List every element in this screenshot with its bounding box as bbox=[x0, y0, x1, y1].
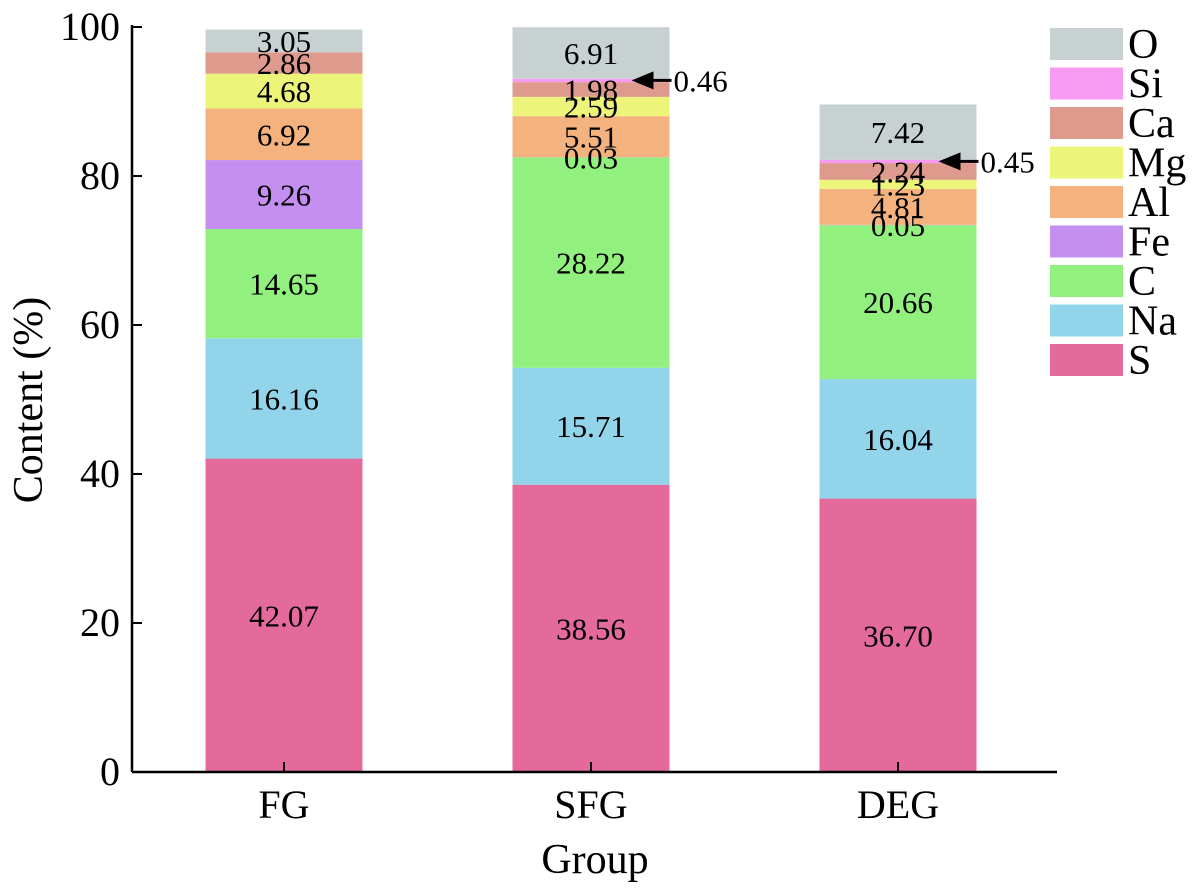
data-label-fg-ca: 2.86 bbox=[257, 46, 311, 81]
bar-segment-sfg-o bbox=[512, 27, 670, 79]
y-tick-label-40: 40 bbox=[80, 451, 120, 496]
annotation-arrow-head-sfg bbox=[631, 71, 654, 90]
legend-swatch-mg bbox=[1050, 146, 1123, 179]
legend-swatch-fe bbox=[1050, 225, 1123, 258]
legend-label-na: Na bbox=[1128, 299, 1177, 345]
data-label-sfg-na: 15.71 bbox=[556, 409, 626, 444]
bar-segment-sfg-mg bbox=[512, 96, 670, 117]
bar-segment-sfg-al bbox=[512, 116, 670, 158]
y-tick-label-20: 20 bbox=[80, 600, 120, 645]
bar-segment-deg-ca bbox=[819, 163, 977, 180]
annotation-label-deg: 0.45 bbox=[981, 144, 1035, 179]
bar-segment-deg-o bbox=[819, 104, 977, 160]
bar-segment-fg-na bbox=[205, 338, 363, 459]
annotations-layer: 0.46 0.45 bbox=[631, 63, 1035, 179]
bar-segment-deg-c bbox=[819, 225, 977, 380]
data-label-fg-mg: 4.68 bbox=[257, 74, 311, 109]
data-label-fg-c: 14.65 bbox=[249, 267, 319, 302]
data-label-deg-fe: 0.05 bbox=[871, 208, 925, 243]
bar-segment-deg-al bbox=[819, 188, 977, 225]
bar-segment-sfg-s bbox=[512, 484, 670, 772]
data-label-sfg-c: 28.22 bbox=[556, 246, 626, 281]
legend-label-al: Al bbox=[1128, 180, 1170, 226]
annotation-arrow-head-deg bbox=[938, 152, 961, 171]
data-labels-layer: 42.07 16.16 14.65 9.26 6.92 4.682.863.05 38.56… bbox=[249, 24, 933, 653]
data-label-sfg-al: 5.51 bbox=[564, 120, 618, 155]
legend-label-si: Si bbox=[1128, 62, 1163, 108]
legend-swatch-o bbox=[1050, 28, 1123, 60]
legend-label-mg: Mg bbox=[1128, 141, 1186, 187]
data-label-deg-al: 4.81 bbox=[871, 190, 925, 225]
data-label-deg-na: 16.04 bbox=[863, 422, 933, 457]
data-label-sfg-s: 38.56 bbox=[556, 611, 626, 646]
bar-segment-fg-ca bbox=[205, 52, 363, 74]
data-label-fg-s: 42.07 bbox=[249, 598, 319, 633]
legend-label-s: S bbox=[1128, 338, 1151, 384]
data-label-fg-o: 3.05 bbox=[257, 24, 311, 59]
bar-segment-deg-si bbox=[819, 159, 977, 164]
bar-segment-fg-s bbox=[205, 458, 363, 772]
x-axis-title: Group bbox=[541, 837, 648, 883]
bar-segment-deg-na bbox=[819, 379, 977, 499]
legend-swatch-s bbox=[1050, 344, 1123, 376]
bar-segment-fg-al bbox=[205, 108, 363, 161]
data-label-fg-na: 16.16 bbox=[249, 381, 319, 416]
x-tick-label-sfg: SFG bbox=[554, 782, 627, 827]
y-tick-label-100: 100 bbox=[60, 4, 120, 49]
legend-label-ca: Ca bbox=[1128, 101, 1175, 147]
data-label-fg-al: 6.92 bbox=[257, 117, 311, 152]
bar-segment-sfg-ca bbox=[512, 82, 670, 97]
bar-segment-deg-s bbox=[819, 498, 977, 772]
legend-label-c: C bbox=[1128, 259, 1156, 305]
legend-swatch-c bbox=[1050, 265, 1123, 297]
legend-label-fe: Fe bbox=[1128, 220, 1170, 266]
bar-segment-fg-mg bbox=[205, 73, 363, 109]
annotation-label-sfg: 0.46 bbox=[674, 63, 728, 98]
legend-swatch-ca bbox=[1050, 107, 1123, 139]
bars-layer bbox=[205, 27, 977, 772]
bar-segment-deg-mg bbox=[819, 179, 977, 189]
data-label-fg-fe: 9.26 bbox=[257, 178, 311, 213]
data-label-deg-mg: 1.23 bbox=[871, 167, 925, 202]
axes-layer: 0 20 40 60 80 100 FG SFG DEG bbox=[60, 4, 1057, 827]
data-label-deg-s: 36.70 bbox=[863, 618, 933, 653]
bar-segment-fg-c bbox=[205, 229, 363, 339]
x-tick-label-fg: FG bbox=[258, 782, 309, 827]
legend-label-o: O bbox=[1128, 22, 1158, 68]
bar-segment-fg-o bbox=[205, 29, 363, 53]
y-tick-label-60: 60 bbox=[80, 302, 120, 347]
x-tick-label-deg: DEG bbox=[857, 782, 939, 827]
data-label-deg-c: 20.66 bbox=[863, 285, 933, 320]
y-tick-label-80: 80 bbox=[80, 153, 120, 198]
bar-segment-sfg-na bbox=[512, 367, 670, 485]
data-label-sfg-ca: 1.98 bbox=[564, 73, 618, 108]
y-tick-label-0: 0 bbox=[100, 749, 120, 794]
data-label-deg-ca: 2.24 bbox=[871, 154, 926, 189]
data-label-deg-o: 7.42 bbox=[871, 115, 925, 150]
legend-swatch-al bbox=[1050, 186, 1123, 218]
legend-swatch-na bbox=[1050, 304, 1123, 337]
bar-segment-fg-fe bbox=[205, 160, 363, 230]
data-label-sfg-o: 6.91 bbox=[564, 36, 618, 71]
data-label-sfg-mg: 2.59 bbox=[564, 90, 618, 125]
data-label-sfg-fe: 0.03 bbox=[564, 140, 618, 175]
bar-segment-sfg-si bbox=[512, 78, 670, 83]
legend-swatch-si bbox=[1050, 67, 1123, 100]
y-axis-title: Content (%) bbox=[6, 297, 52, 503]
bar-segment-sfg-c bbox=[512, 157, 670, 368]
